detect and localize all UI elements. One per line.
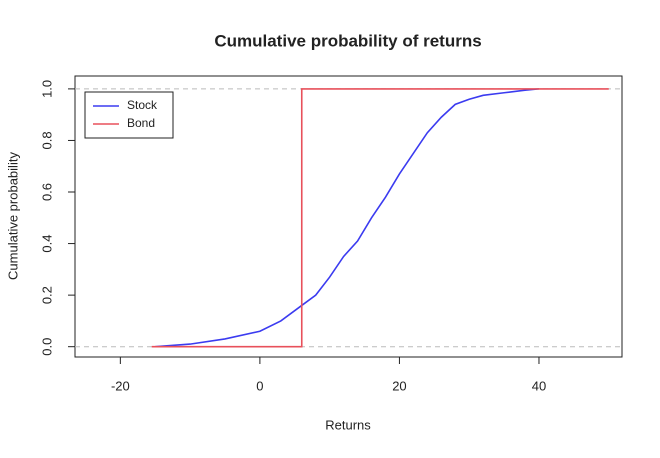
y-tick-label: 1.0 xyxy=(39,80,54,98)
x-axis-label: Returns xyxy=(325,417,371,432)
series-line xyxy=(151,88,609,348)
legend-box xyxy=(84,91,174,139)
y-axis-label: Cumulative probability xyxy=(5,152,20,280)
x-tick-label: 40 xyxy=(532,378,546,393)
x-tick-label: -20 xyxy=(111,378,130,393)
legend-label: Bond xyxy=(127,116,155,130)
y-tick-label: 0.0 xyxy=(39,338,54,356)
series-line xyxy=(155,88,540,348)
legend-label: Stock xyxy=(127,98,158,112)
y-tick-label: 0.8 xyxy=(39,131,54,149)
plot-frame xyxy=(74,75,623,358)
y-tick-label: 0.2 xyxy=(39,286,54,304)
y-tick-label: 0.4 xyxy=(39,235,54,253)
chart-title: Cumulative probability of returns xyxy=(214,31,481,50)
x-tick-label: 0 xyxy=(256,378,263,393)
y-tick-label: 0.6 xyxy=(39,183,54,201)
x-tick-label: 20 xyxy=(392,378,406,393)
